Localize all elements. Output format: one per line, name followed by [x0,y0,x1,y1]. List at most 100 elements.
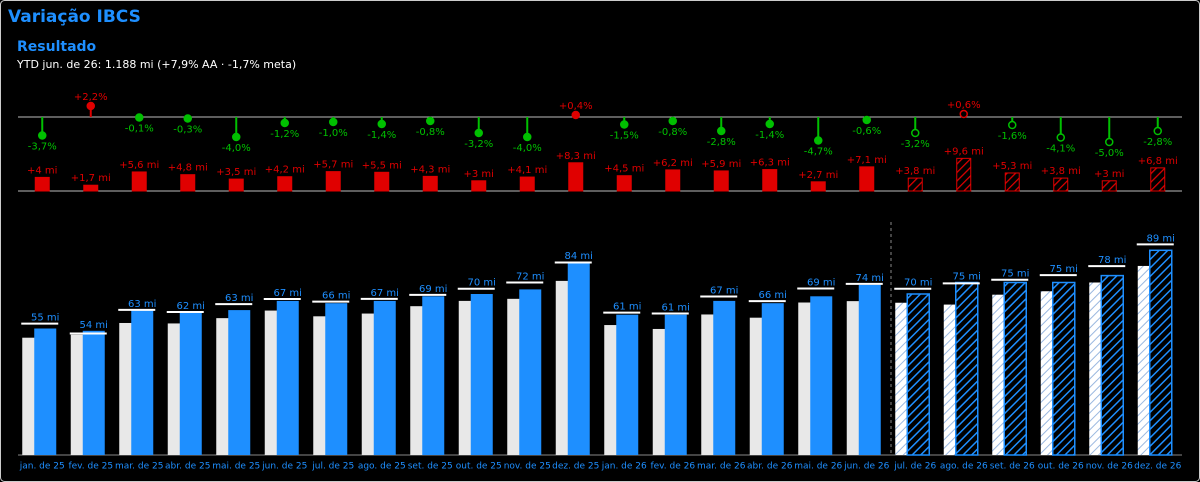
pin-head [523,132,532,142]
actual-label: 67 mi [274,288,302,299]
variance-bar [859,166,875,192]
actual-label: 75 mi [1050,264,1078,275]
variance-label: +1,7 mi [71,173,111,184]
variance-label: +8,3 mi [556,151,596,162]
actual-bar [1052,281,1076,456]
actual-bar [955,281,979,456]
actual-bar [325,303,348,455]
pin-label: -1,6% [998,131,1027,142]
pin-label: -1,4% [367,130,396,141]
x-tick-label: jan. de 26 [601,462,647,472]
variance-bar [956,157,972,192]
variance-bar [180,174,196,192]
variance-bar [228,178,244,192]
variance-label: +4 mi [27,165,57,176]
actual-bar [34,328,57,455]
variance-label: +7,1 mi [847,155,887,166]
actual-label: 55 mi [31,313,59,324]
pin-head [911,128,920,138]
actual-bar [179,312,202,455]
actual-label: 67 mi [371,288,399,299]
variance-label: +3,8 mi [895,166,935,177]
variance-bar [1004,172,1020,192]
actual-label: 72 mi [516,272,544,283]
x-tick-label: fev. de 25 [68,462,113,472]
pin-label: -0,3% [173,125,202,136]
actual-label: 61 mi [613,302,641,313]
variance-label: +5,5 mi [362,160,402,171]
variance-label: +2,7 mi [798,170,838,181]
actual-label: 75 mi [953,272,981,283]
actual-bar [858,284,881,455]
pin-head [1008,120,1017,130]
pin-label: -0,1% [125,124,154,135]
actual-label: 78 mi [1098,255,1126,266]
actual-label: 62 mi [177,301,205,312]
actual-bar [228,310,251,455]
variance-bar [34,176,50,192]
pin-label: -3,2% [464,139,493,150]
actual-bar [713,300,736,455]
actual-label: 89 mi [1147,233,1175,244]
pin-head [135,113,144,122]
actual-bar [276,300,299,455]
actual-label: 54 mi [80,320,108,331]
pin-head [862,115,871,125]
actual-bar [906,293,930,456]
variance-bar [325,171,341,192]
pin-head [280,118,289,128]
x-tick-label: dez. de 26 [1134,462,1182,472]
variance-label: +3,8 mi [1041,166,1081,177]
x-tick-label: mar. de 26 [697,462,746,472]
pin-head [1153,126,1162,136]
summary: YTD jun. de 26: 1.188 mi (+7,9% AA · -1,… [16,58,296,71]
variance-label: +3 mi [1094,169,1124,180]
variance-bar [131,171,147,192]
pin-label: -0,8% [416,127,445,138]
variance-label: +6,2 mi [653,158,693,169]
actual-bar [664,314,687,455]
pin-head [571,110,580,120]
variance-label: +9,6 mi [944,146,984,157]
actual-bar [1003,281,1027,456]
actual-bar [567,261,590,455]
pin-head [668,116,677,126]
x-tick-label: mai. de 25 [212,462,260,472]
actual-label: 84 mi [565,251,593,262]
pin-label: -1,0% [319,128,348,139]
variance-label: +3,5 mi [216,167,256,178]
x-tick-label: jul. de 26 [893,462,936,472]
x-tick-label: mar. de 25 [115,462,163,472]
x-tick-label: nov. de 26 [1086,462,1133,472]
actual-label: 70 mi [468,278,496,289]
actual-label: 67 mi [710,286,738,297]
variance-bar [1053,177,1069,192]
actual-bar [82,330,105,455]
pin-head [959,109,968,119]
variance-bar [1101,180,1117,192]
pin-head [38,131,47,140]
x-tick-label: jun. de 26 [843,462,889,472]
actual-bar [761,303,784,455]
pin-label: -1,2% [270,129,299,140]
actual-label: 74 mi [856,273,884,284]
title: Variação IBCS [8,7,141,27]
variance-bar [374,171,390,192]
actual-bar [422,296,445,455]
x-tick-label: fev. de 26 [650,462,695,472]
variance-bar [713,170,729,192]
actual-bar [1149,249,1173,456]
x-tick-label: dez. de 25 [552,462,599,472]
variance-bar [907,177,923,192]
pin-head [1105,137,1114,147]
pin-label: -4,0% [513,143,542,154]
pin-head [814,136,823,145]
pin-label: -1,5% [610,131,639,142]
actual-label: 69 mi [807,277,835,288]
actual-label: 63 mi [128,299,156,310]
pin-head [426,116,435,126]
actual-label: 70 mi [904,278,932,289]
actual-label: 61 mi [662,303,690,314]
pin-label: -4,7% [804,147,833,158]
pin-label: -2,8% [707,137,736,148]
